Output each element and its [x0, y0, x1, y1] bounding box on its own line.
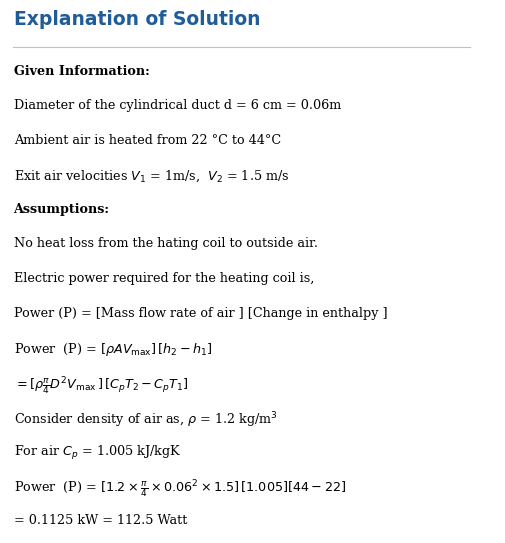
Text: Power  (P) = $[1.2 \times \frac{\pi}{4} \times 0.06^2 \times 1.5]\,[1.005][44 - : Power (P) = $[1.2 \times \frac{\pi}{4} \… [14, 479, 346, 500]
Text: Power  (P) = $[\rho A V_{\rm max}]\,[h_2 - h_1]$: Power (P) = $[\rho A V_{\rm max}]\,[h_2 … [14, 341, 212, 358]
Text: Given Information:: Given Information: [14, 65, 149, 78]
Text: Electric power required for the heating coil is,: Electric power required for the heating … [14, 272, 314, 285]
Text: = 0.1125 kW = 112.5 Watt: = 0.1125 kW = 112.5 Watt [14, 514, 187, 527]
Text: Explanation of Solution: Explanation of Solution [14, 10, 260, 29]
Text: For air $C_p$ = 1.005 kJ/kgK: For air $C_p$ = 1.005 kJ/kgK [14, 445, 181, 463]
Text: Exit air velocities $V_1$ = 1m/s,  $V_2$ = 1.5 m/s: Exit air velocities $V_1$ = 1m/s, $V_2$ … [14, 168, 289, 184]
Text: No heat loss from the hating coil to outside air.: No heat loss from the hating coil to out… [14, 237, 318, 250]
Text: Ambient air is heated from 22 °C to 44°C: Ambient air is heated from 22 °C to 44°C [14, 134, 281, 147]
Text: Assumptions:: Assumptions: [14, 203, 110, 216]
Text: Consider density of air as, $\rho$ = 1.2 kg/m$^3$: Consider density of air as, $\rho$ = 1.2… [14, 410, 277, 430]
Text: Diameter of the cylindrical duct d = 6 cm = 0.06m: Diameter of the cylindrical duct d = 6 c… [14, 99, 341, 112]
Text: $= [\rho\frac{\pi}{4} D^2 V_{\rm max}\,]\,[C_p T_2 - C_p T_1]$: $= [\rho\frac{\pi}{4} D^2 V_{\rm max}\,]… [14, 376, 188, 397]
Text: Power (P) = [Mass flow rate of air ] [Change in enthalpy ]: Power (P) = [Mass flow rate of air ] [Ch… [14, 306, 387, 319]
